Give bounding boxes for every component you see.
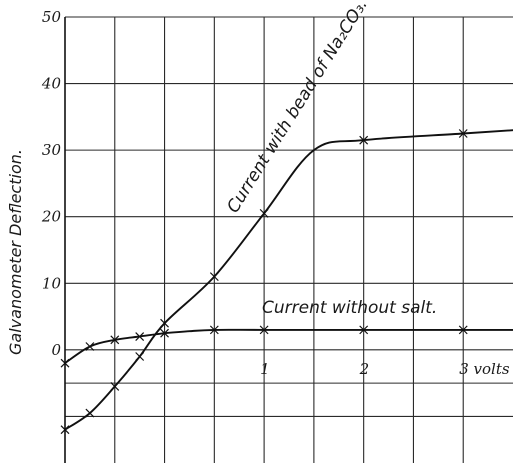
data-point-marker [135,332,145,341]
data-point-marker [359,325,369,335]
y-tick-label: 30 [42,141,62,159]
annotations: Current with bead of Na₂CO₃. Current with… [223,0,437,318]
data-point-marker [359,135,369,145]
grid [64,16,513,463]
data-point-marker [458,129,468,138]
data-point-marker [209,325,219,335]
data-point-marker [60,358,70,368]
series-line [64,129,513,431]
data-point-marker [85,408,95,418]
x-tick-label: 1 [260,360,270,378]
y-tick-label: 40 [41,75,62,93]
y-tick-label: 10 [42,274,62,292]
series-1 [60,129,513,435]
data-point-marker [209,272,219,282]
data-point-marker [110,335,120,345]
y-axis-label: Galvanometer Deflection. [6,149,25,355]
data-point-marker [135,352,145,361]
annotation-with-bead: Current with bead of Na₂CO₃. [223,0,372,217]
data-point-marker [85,342,95,351]
data-point-marker [458,325,468,335]
x-tick-label: 2 [359,360,370,378]
series-line [64,328,513,365]
tick-labels: 50 40 30 20 10 0 1 2 3 volts [41,8,510,378]
data-point-marker [160,318,169,328]
data-point-marker [259,325,269,335]
data-point-marker [110,382,120,391]
data-point-marker [259,208,269,218]
data-point-marker [160,328,169,338]
y-tick-label: 50 [42,8,62,26]
series-layer [60,129,513,435]
y-tick-label: 20 [41,208,62,226]
data-point-marker [60,425,70,435]
y-tick-label: 0 [51,341,61,359]
x-tick-label: 3 volts [459,360,510,378]
annotation-without-salt: Current without salt. [262,298,437,318]
series-2 [60,325,513,368]
